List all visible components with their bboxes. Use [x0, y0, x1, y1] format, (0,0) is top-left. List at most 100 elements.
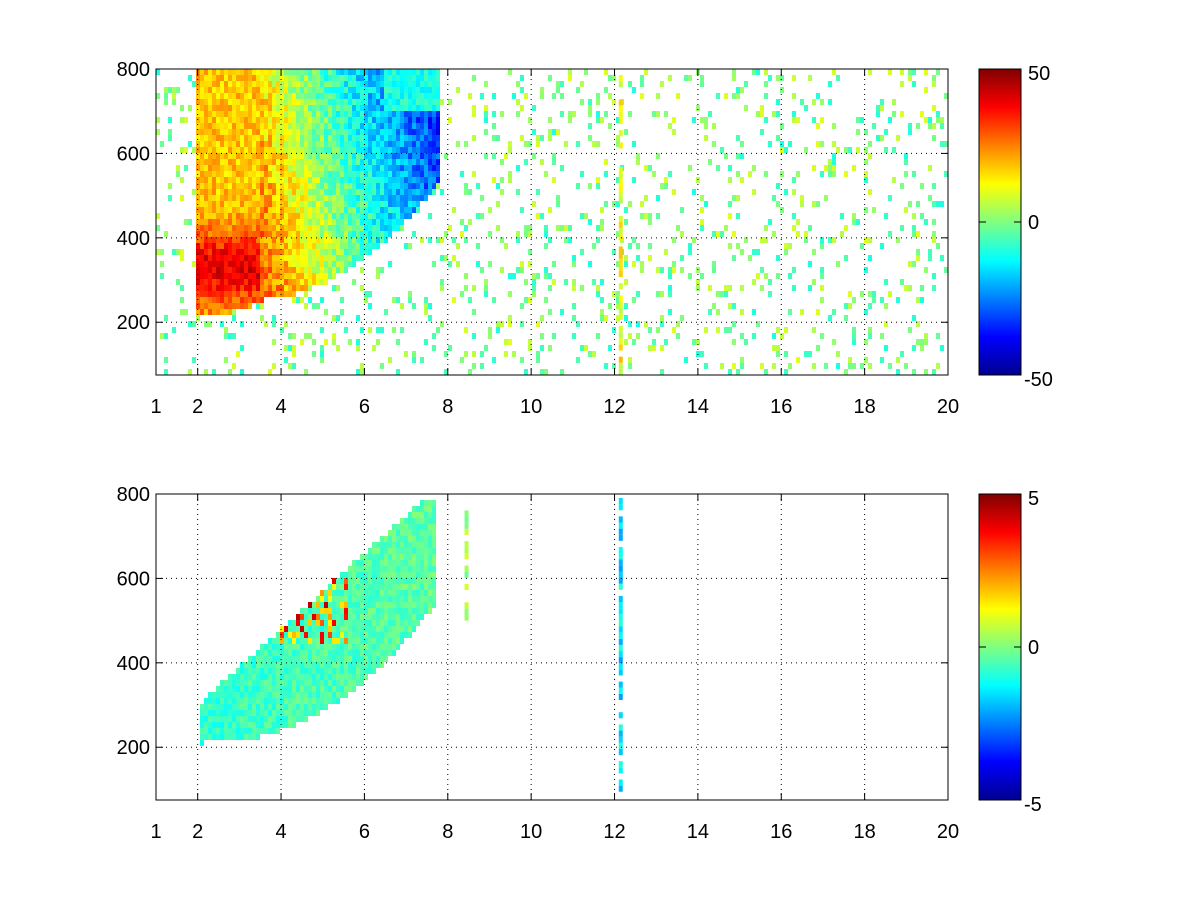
heatmap-cell	[368, 548, 372, 554]
heatmap-cell	[284, 87, 288, 93]
heatmap-cell	[268, 650, 272, 656]
heatmap-cell	[368, 668, 372, 674]
heatmap-cell	[320, 207, 324, 213]
heatmap-cell	[208, 69, 212, 75]
heatmap-cell	[340, 87, 344, 93]
heatmap-cell	[320, 147, 324, 153]
heatmap-cell	[228, 147, 232, 153]
heatmap-cell	[888, 291, 892, 297]
heatmap-cell	[360, 638, 364, 644]
heatmap-cell	[580, 171, 584, 177]
heatmap-cell	[308, 668, 312, 674]
heatmap-cell	[292, 363, 296, 369]
heatmap-cell	[264, 165, 268, 171]
heatmap-cell	[376, 542, 380, 548]
heatmap-cell	[256, 692, 260, 698]
heatmap-cell	[376, 81, 380, 87]
heatmap-cell	[240, 369, 244, 375]
heatmap-cell	[784, 327, 788, 333]
heatmap-cell	[316, 650, 320, 656]
heatmap-cell	[320, 614, 324, 620]
heatmap-cell	[368, 662, 372, 668]
heatmap-cell	[292, 345, 296, 351]
heatmap-cell	[316, 147, 320, 153]
heatmap-cell	[308, 662, 312, 668]
heatmap-cell	[388, 123, 392, 129]
heatmap-cell	[368, 626, 372, 632]
heatmap-cell	[200, 213, 204, 219]
heatmap-cell	[380, 566, 384, 572]
heatmap-cell	[168, 183, 172, 189]
heatmap-cell	[432, 590, 436, 596]
heatmap-cell	[236, 243, 240, 249]
heatmap-cell	[440, 189, 444, 195]
heatmap-cell	[208, 81, 212, 87]
heatmap-cell	[352, 147, 356, 153]
heatmap-cell	[376, 273, 380, 279]
heatmap-cell	[204, 87, 208, 93]
heatmap-cell	[312, 650, 316, 656]
heatmap-cell	[612, 201, 616, 207]
heatmap-cell	[276, 111, 280, 117]
heatmap-cell	[276, 698, 280, 704]
heatmap-cell	[236, 692, 240, 698]
heatmap-cell	[628, 321, 632, 327]
heatmap-cell	[352, 213, 356, 219]
heatmap-cell	[320, 345, 324, 351]
heatmap-cell	[308, 650, 312, 656]
heatmap-cell	[220, 680, 224, 686]
heatmap-cell	[292, 93, 296, 99]
heatmap-cell	[312, 614, 316, 620]
heatmap-cell	[256, 81, 260, 87]
heatmap-cell	[360, 141, 364, 147]
heatmap-cell	[344, 105, 348, 111]
heatmap-cell	[784, 243, 788, 249]
heatmap-cell	[340, 111, 344, 117]
heatmap-cell	[396, 147, 400, 153]
heatmap-cell	[340, 69, 344, 75]
heatmap-cell	[280, 261, 284, 267]
heatmap-cell	[376, 614, 380, 620]
heatmap-cell	[380, 153, 384, 159]
heatmap-cell	[600, 219, 604, 225]
heatmap-cell	[184, 165, 188, 171]
heatmap-cell	[372, 159, 376, 165]
heatmap-cell	[316, 710, 320, 716]
heatmap-cell	[672, 267, 676, 273]
heatmap-cell	[872, 207, 876, 213]
heatmap-cell	[324, 644, 328, 650]
heatmap-cell	[728, 243, 732, 249]
heatmap-cell	[340, 99, 344, 105]
heatmap-cell	[164, 87, 168, 93]
heatmap-cell	[360, 165, 364, 171]
heatmap-cell	[896, 135, 900, 141]
heatmap-cell	[420, 237, 424, 243]
heatmap-cell	[364, 111, 368, 117]
heatmap-cell	[424, 111, 428, 117]
heatmap-cell	[432, 183, 436, 189]
heatmap-cell	[436, 111, 440, 117]
heatmap-cell	[396, 189, 400, 195]
heatmap-cell	[280, 147, 284, 153]
x-tick-label: 6	[359, 396, 370, 418]
heatmap-cell	[332, 189, 336, 195]
heatmap-cell	[308, 656, 312, 662]
heatmap-cell	[352, 129, 356, 135]
heatmap-cell	[276, 255, 280, 261]
heatmap-cell	[304, 117, 308, 123]
heatmap-cell	[392, 219, 396, 225]
heatmap-cell	[860, 363, 864, 369]
heatmap-cell	[618, 559, 623, 566]
heatmap-cell	[428, 542, 432, 548]
heatmap-cell	[356, 141, 360, 147]
heatmap-cell	[412, 195, 416, 201]
heatmap-cell	[248, 177, 252, 183]
heatmap-cell	[368, 584, 372, 590]
heatmap-cell	[284, 111, 288, 117]
heatmap-cell	[308, 87, 312, 93]
heatmap-cell	[296, 231, 300, 237]
heatmap-cell	[618, 185, 623, 192]
heatmap-cell	[392, 530, 396, 536]
heatmap-cell	[252, 710, 256, 716]
heatmap-cell	[380, 213, 384, 219]
